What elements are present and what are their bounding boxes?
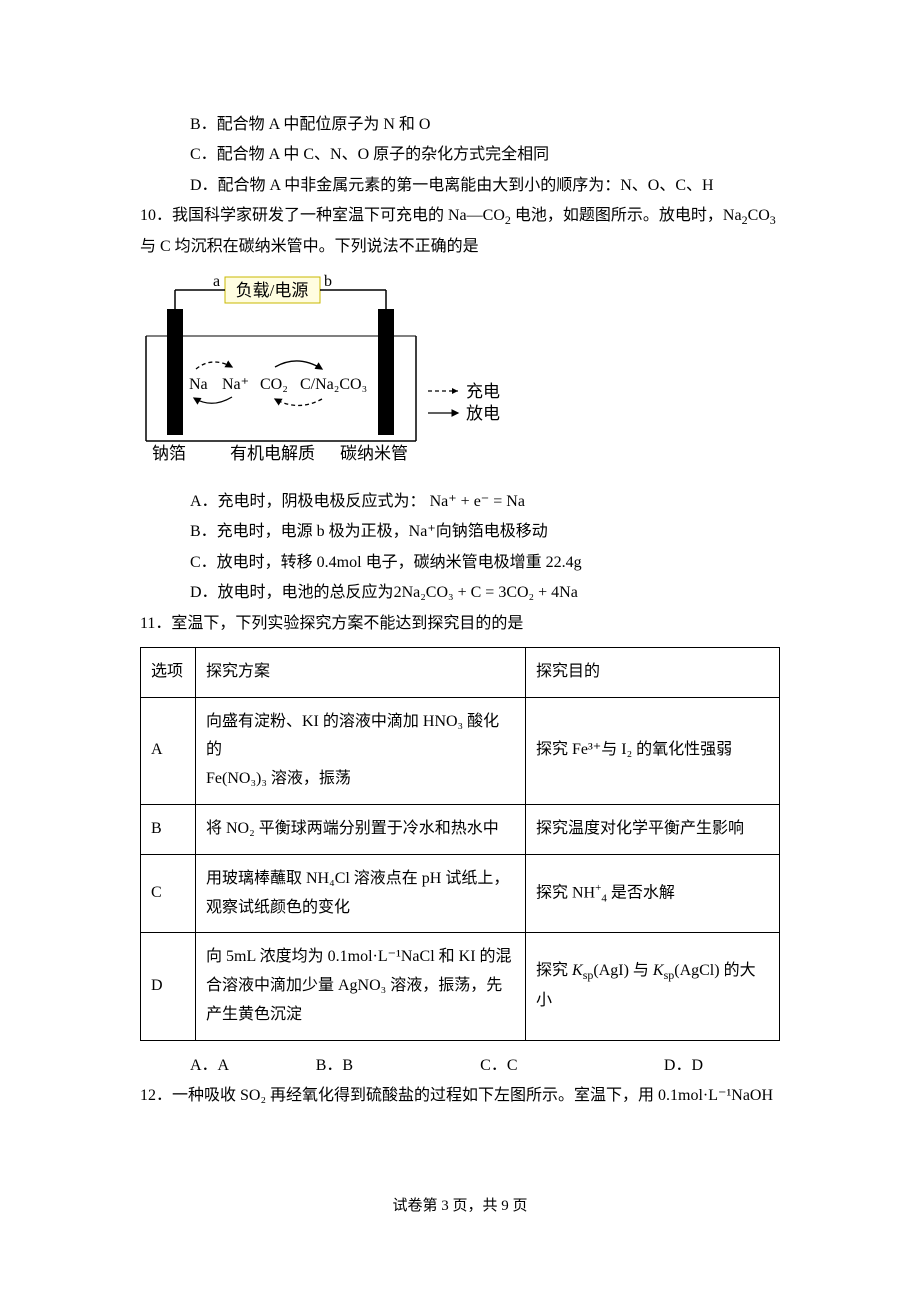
cell-opt-a: A xyxy=(141,697,196,804)
label-electrolyte: 有机电解质 xyxy=(230,444,315,463)
ksp1-sub: sp xyxy=(583,969,594,983)
q12-stem: 12．一种吸收 SO₂ 再经氧化得到硫酸盐的过程如下左图所示。室温下，用 0.1… xyxy=(140,1081,780,1111)
label-cna2co3: C/Na₂CO₃ xyxy=(300,376,367,393)
q10-stem-part2: 电池，如题图所示。放电时，Na xyxy=(511,207,742,224)
ksp2-sub: sp xyxy=(664,969,675,983)
battery-diagram-svg: 负载/电源 a b xyxy=(140,271,520,466)
cell-goal-d: 探究 Ksp(AgI) 与 Ksp(AgCl) 的大小 xyxy=(526,933,780,1040)
cell-opt-c: C xyxy=(141,854,196,933)
label-nafoil: 钠箔 xyxy=(152,444,186,463)
q11-choice-a: A．A xyxy=(190,1051,316,1081)
electrode-right xyxy=(378,309,394,435)
q11-options-row: A．A B．B C．C D．D xyxy=(140,1051,780,1081)
cell-plan-c: 用玻璃棒蘸取 NH₄Cl 溶液点在 pH 试纸上，观察试纸颜色的变化 xyxy=(196,854,526,933)
label-na: Na xyxy=(189,376,208,393)
q10-stem-part1: 10．我国科学家研发了一种室温下可充电的 Na—CO xyxy=(140,207,505,224)
th-option: 选项 xyxy=(141,647,196,697)
arrow-na-discharge xyxy=(194,397,232,403)
table-row: B 将 NO₂ 平衡球两端分别置于冷水和热水中 探究温度对化学平衡产生影响 xyxy=(141,805,780,855)
cell-opt-d: D xyxy=(141,933,196,1040)
electrode-left xyxy=(167,309,183,435)
legend-charge-label: 充电 xyxy=(466,382,500,401)
plan-a-formula: Fe(NO₃)₃ xyxy=(206,770,267,787)
plan-a-l2: 溶液，振荡 xyxy=(271,770,351,787)
q10-d-text: D．放电时，电池的总反应为 xyxy=(190,584,394,601)
cell-goal-c: 探究 NH+4 是否水解 xyxy=(526,854,780,933)
arrow-na-charge xyxy=(196,362,232,369)
q11-choice-d: D．D xyxy=(664,1051,780,1081)
q11-table: 选项 探究方案 探究目的 A 向盛有淀粉、KI 的溶液中滴加 HNO₃ 酸化的 … xyxy=(140,647,780,1041)
legend-charge-arrow xyxy=(452,388,458,394)
q10-d-eq: 2Na₂CO₃ + C = 3CO₂ + 4Na xyxy=(394,584,578,601)
goal-c-b: 是否水解 xyxy=(607,884,675,901)
cell-plan-b: 将 NO₂ 平衡球两端分别置于冷水和热水中 xyxy=(196,805,526,855)
table-row: A 向盛有淀粉、KI 的溶液中滴加 HNO₃ 酸化的 Fe(NO₃)₃ 溶液，振… xyxy=(141,697,780,804)
th-goal: 探究目的 xyxy=(526,647,780,697)
q10-a-text: A．充电时，阴极电极反应式为： xyxy=(190,493,426,510)
q9-option-b: B．配合物 A 中配位原子为 N 和 O xyxy=(140,110,780,140)
cell-plan-a: 向盛有淀粉、KI 的溶液中滴加 HNO₃ 酸化的 Fe(NO₃)₃ 溶液，振荡 xyxy=(196,697,526,804)
label-a: a xyxy=(213,273,220,290)
plan-a-l1: 向盛有淀粉、KI 的溶液中滴加 HNO₃ 酸化的 xyxy=(206,713,499,759)
cell-goal-b: 探究温度对化学平衡产生影响 xyxy=(526,805,780,855)
q10-stem-part3: CO xyxy=(748,207,770,224)
arrow-co2-charge xyxy=(275,399,322,406)
exam-page: B．配合物 A 中配位原子为 N 和 O C．配合物 A 中 C、N、O 原子的… xyxy=(0,0,920,1280)
q10-diagram: 负载/电源 a b xyxy=(140,271,780,477)
q10-a-eq: Na⁺ + e⁻ = Na xyxy=(430,493,525,510)
th-plan: 探究方案 xyxy=(196,647,526,697)
table-header-row: 选项 探究方案 探究目的 xyxy=(141,647,780,697)
q9-option-c: C．配合物 A 中 C、N、O 原子的杂化方式完全相同 xyxy=(140,140,780,170)
legend-discharge-label: 放电 xyxy=(466,404,500,423)
goal-c-a: 探究 NH xyxy=(536,884,595,901)
q9-option-d: D．配合物 A 中非金属元素的第一电离能由大到小的顺序为：N、O、C、H xyxy=(140,171,780,201)
table-row: C 用玻璃棒蘸取 NH₄Cl 溶液点在 pH 试纸上，观察试纸颜色的变化 探究 … xyxy=(141,854,780,933)
label-co2: CO₂ xyxy=(260,376,288,393)
q10-option-d: D．放电时，电池的总反应为2Na₂CO₃ + C = 3CO₂ + 4Na xyxy=(140,578,780,608)
goal-d-a: 探究 xyxy=(536,962,572,979)
q10-option-b: B．充电时，电源 b 极为正极，Na⁺向钠箔电极移动 xyxy=(140,517,780,547)
page-footer: 试卷第 3 页，共 9 页 xyxy=(140,1192,780,1221)
ksp2: K xyxy=(653,962,664,979)
q11-stem: 11．室温下，下列实验探究方案不能达到探究目的的是 xyxy=(140,609,780,639)
q10-stem-line2: 与 C 均沉积在碳纳米管中。下列说法不正确的是 xyxy=(140,232,780,262)
sub-3: 3 xyxy=(770,213,776,227)
q10-option-c: C．放电时，转移 0.4mol 电子，碳纳米管电极增重 22.4g xyxy=(140,548,780,578)
cell-goal-a: 探究 Fe³⁺与 I₂ 的氧化性强弱 xyxy=(526,697,780,804)
arrow-co2-discharge xyxy=(275,361,322,369)
ksp1: K xyxy=(572,962,583,979)
label-cnt: 碳纳米管 xyxy=(340,444,408,463)
load-box-label: 负载/电源 xyxy=(236,281,309,300)
cell-opt-b: B xyxy=(141,805,196,855)
table-row: D 向 5mL 浓度均为 0.1mol·L⁻¹NaCl 和 KI 的混合溶液中滴… xyxy=(141,933,780,1040)
q10-option-a: A．充电时，阴极电极反应式为： Na⁺ + e⁻ = Na xyxy=(140,487,780,517)
q11-choice-b: B．B xyxy=(316,1051,480,1081)
cell-plan-d: 向 5mL 浓度均为 0.1mol·L⁻¹NaCl 和 KI 的混合溶液中滴加少… xyxy=(196,933,526,1040)
q10-stem: 10．我国科学家研发了一种室温下可充电的 Na—CO2 电池，如题图所示。放电时… xyxy=(140,201,780,232)
label-na-plus: Na⁺ xyxy=(222,376,249,393)
q11-choice-c: C．C xyxy=(480,1051,664,1081)
label-b: b xyxy=(324,273,332,290)
goal-d-b: (AgI) 与 xyxy=(593,962,653,979)
